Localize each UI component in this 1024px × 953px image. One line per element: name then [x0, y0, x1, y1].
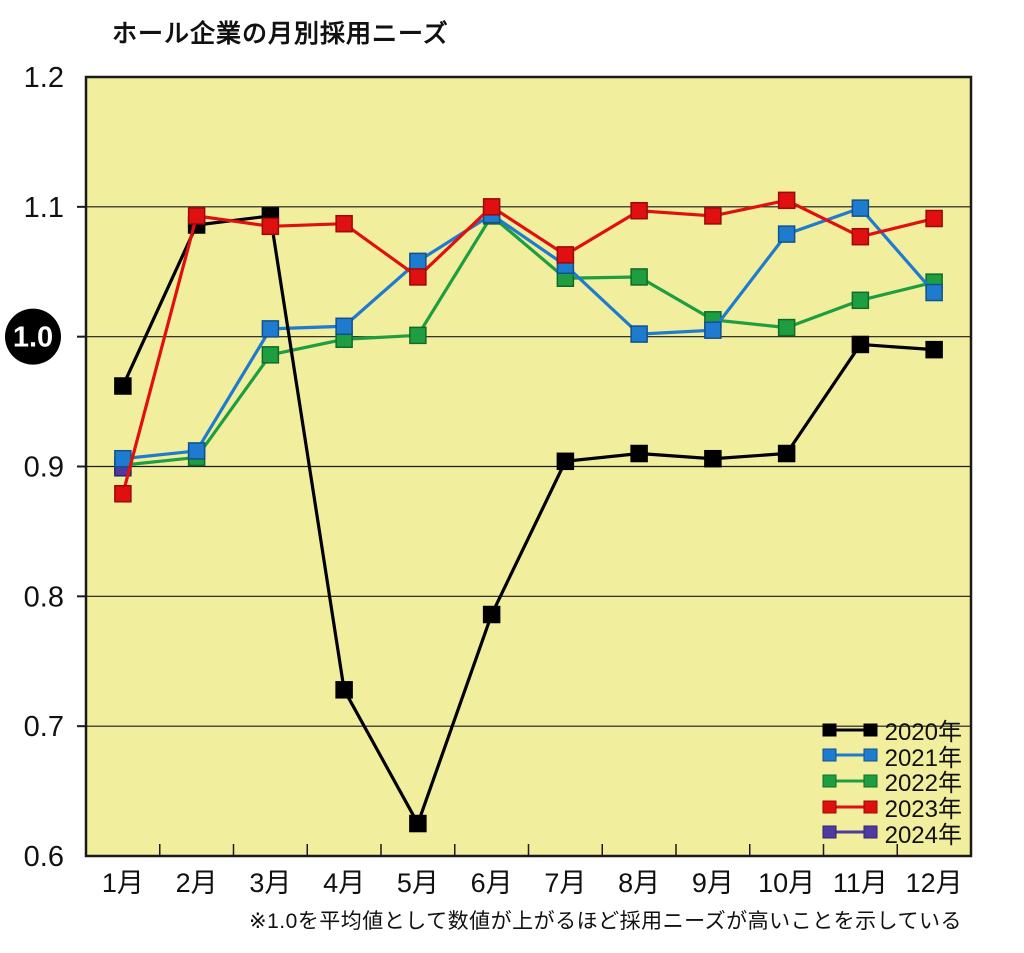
data-point-2020年 [704, 449, 722, 468]
legend-label: 2021年 [884, 744, 962, 772]
data-point-2021年 [261, 320, 280, 338]
x-axis-label: 2月 [176, 868, 218, 898]
data-point-2020年 [925, 340, 943, 359]
y-axis-label: 1.0 [13, 322, 53, 354]
x-axis-label: 6月 [471, 868, 513, 898]
legend-label: 2023年 [884, 796, 962, 824]
data-point-2020年 [556, 452, 575, 471]
x-axis-label: 9月 [692, 868, 734, 898]
data-point-2021年 [777, 225, 796, 243]
series-line-2023年 [121, 198, 935, 495]
legend-label: 2024年 [884, 821, 962, 849]
data-point-2020年 [409, 814, 427, 833]
x-axis-label: 8月 [618, 868, 660, 898]
data-point-2021年 [851, 199, 870, 217]
data-point-2021年 [925, 283, 943, 302]
y-axis-label: 0.9 [24, 452, 64, 484]
x-axis-label: 10月 [758, 868, 815, 898]
data-point-2022年 [409, 326, 427, 345]
legend-item-2022年: 2022年 [822, 768, 962, 797]
data-point-2023年 [777, 191, 796, 210]
legend-item-2024年: 2024年 [822, 819, 962, 849]
data-point-2021年 [335, 317, 353, 336]
data-point-2021年 [187, 442, 206, 460]
data-point-2023年 [704, 207, 722, 225]
y-axis-label: 0.7 [24, 711, 64, 743]
legend-label: 2022年 [884, 770, 962, 798]
y-axis-label: 1.2 [24, 62, 64, 94]
data-point-2021年 [409, 252, 427, 271]
chart-title: ホール企業の月別採用ニーズ [112, 20, 449, 48]
data-point-2020年 [630, 444, 648, 463]
data-point-2022年 [630, 268, 648, 286]
data-point-2023年 [482, 198, 501, 216]
data-point-2020年 [335, 681, 353, 699]
data-point-2022年 [777, 318, 796, 337]
data-point-2020年 [777, 444, 796, 463]
series-line-2021年 [122, 206, 936, 461]
x-axis-label: 5月 [397, 868, 439, 898]
data-point-2023年 [335, 214, 353, 233]
data-point-2022年 [261, 346, 280, 364]
data-point-2023年 [925, 209, 943, 228]
data-point-2023年 [114, 485, 132, 503]
legend: 2020年 2021年 2022年 2023年 2024年 [822, 717, 962, 849]
legend-item-2023年: 2023年 [822, 794, 962, 823]
data-point-2023年 [409, 268, 427, 286]
legend-marker-icon [822, 825, 878, 839]
data-point-2021年 [114, 449, 132, 468]
x-axis-label: 4月 [323, 868, 365, 898]
legend-label: 2020年 [884, 719, 962, 747]
data-point-2023年 [556, 246, 575, 264]
data-point-2022年 [851, 291, 870, 310]
legend-marker-icon [822, 723, 878, 737]
data-point-2023年 [261, 217, 280, 236]
legend-item-2021年: 2021年 [822, 743, 962, 772]
legend-marker-icon [822, 774, 878, 788]
data-point-2023年 [630, 201, 648, 220]
data-point-2021年 [704, 321, 722, 339]
data-point-2023年 [187, 207, 206, 225]
data-point-2021年 [630, 325, 648, 343]
x-axis-label: 3月 [249, 868, 291, 898]
x-axis-label: 12月 [906, 868, 963, 898]
y-axis-label: 1.1 [24, 192, 64, 224]
series-line-2020年 [121, 214, 935, 828]
data-point-2020年 [482, 605, 501, 624]
y-axis-label: 0.6 [24, 841, 64, 873]
y-label-highlight-circle [5, 308, 61, 365]
series-line-2022年 [122, 213, 935, 467]
data-point-2020年 [851, 335, 870, 354]
x-axis-label: 7月 [544, 868, 586, 898]
legend-marker-icon [822, 748, 878, 762]
legend-item-2020年: 2020年 [822, 717, 962, 746]
data-point-2023年 [851, 227, 870, 246]
footnote: ※1.0を平均値として数値が上がるほど採用ニーズが高いことを示している [249, 910, 962, 933]
y-axis-label: 0.8 [24, 581, 64, 613]
legend-marker-icon [822, 800, 878, 814]
x-axis-label: 1月 [102, 868, 144, 898]
x-axis-label: 11月 [833, 868, 888, 898]
data-point-2020年 [114, 377, 132, 395]
